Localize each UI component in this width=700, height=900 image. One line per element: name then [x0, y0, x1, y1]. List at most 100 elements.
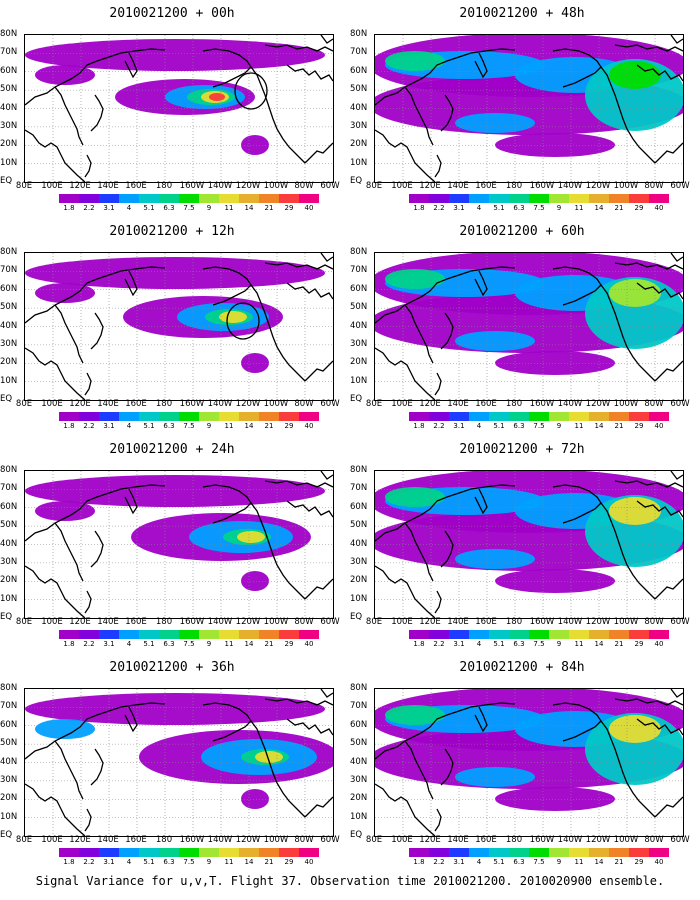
longitude-label: 120W [235, 835, 261, 845]
colorbar-swatch [489, 194, 509, 203]
colorbar-swatch [469, 630, 489, 639]
panel-title: 2010021200 + 00h [109, 6, 235, 21]
colorbar-swatch [239, 194, 259, 203]
coastline [25, 266, 166, 324]
coastline [84, 372, 92, 396]
longitude-label: 100W [263, 617, 289, 627]
colorbar-tick-label: 40 [654, 422, 664, 430]
longitude-label: 100W [263, 399, 289, 409]
colorbar-swatch [139, 194, 159, 203]
colorbar-tick-label: 2.2 [83, 640, 95, 648]
colorbar-tick-label: 4 [126, 858, 132, 866]
colorbar-tick-label: 11 [574, 204, 584, 212]
coastline [286, 500, 333, 518]
colorbar-swatch [609, 848, 629, 857]
colorbar-swatch [409, 194, 429, 203]
colorbar-tick-label: 3.1 [453, 640, 465, 648]
longitude-label: 120W [585, 181, 611, 191]
colorbar-tick-label: 21 [264, 640, 274, 648]
colorbar-swatch [569, 412, 589, 421]
colorbar-swatch [159, 848, 179, 857]
longitude-label: 60W [320, 617, 340, 627]
longitude-label: 140E [97, 399, 119, 409]
coastline [320, 471, 333, 480]
longitude-label: 80E [365, 399, 383, 409]
observation-circle [234, 72, 268, 110]
colorbar-swatch [529, 412, 549, 421]
colorbar-swatch [429, 630, 449, 639]
coastline [286, 718, 333, 736]
colorbar-tick-label: 21 [614, 640, 624, 648]
colorbar-swatch [79, 848, 99, 857]
variance-contour [25, 257, 325, 289]
variance-contour [609, 279, 661, 307]
colorbar-tick-label: 14 [244, 422, 254, 430]
colorbar-tick-label: 5.1 [143, 640, 155, 648]
colorbar-tick-label: 3.1 [453, 422, 465, 430]
colorbar-tick-label: 14 [244, 640, 254, 648]
colorbar-swatch [299, 848, 319, 857]
latitude-label: EQ [0, 830, 13, 840]
map-area [24, 688, 334, 837]
colorbar-swatch [59, 848, 79, 857]
coastline [474, 270, 488, 297]
latitude-label: 60N [350, 719, 368, 730]
variance-contour [609, 497, 661, 525]
variance-contour [241, 135, 269, 155]
colorbar-tick-label: 11 [574, 640, 584, 648]
colorbar-ticks: 1.8 2.2 3.1 4 5.1 6.3 7.5 9 11 14 21 29 40 [59, 641, 319, 649]
colorbar-tick-label: 2.2 [433, 640, 445, 648]
latitude-label: 30N [350, 120, 368, 131]
colorbar-tick-label: 5.1 [143, 422, 155, 430]
colorbar-ticks: 1.8 2.2 3.1 4 5.1 6.3 7.5 9 11 14 21 29 40 [59, 205, 319, 213]
colorbar-swatch [649, 194, 669, 203]
coastline [54, 86, 84, 146]
panel-title: 2010021200 + 24h [109, 442, 235, 457]
colorbar-swatch [409, 412, 429, 421]
colorbar-tick-label: 14 [594, 858, 604, 866]
coastline [124, 488, 138, 515]
colorbar-tick-label: 40 [304, 640, 314, 648]
longitude-label: 80E [15, 399, 33, 409]
coastline [404, 304, 434, 364]
coastline [404, 522, 434, 582]
colorbar-tick-label: 21 [264, 422, 274, 430]
latitude-label: 20N [0, 357, 18, 368]
colorbar-tick-label: 29 [284, 204, 294, 212]
longitude-label: 60W [670, 181, 690, 191]
longitude-axis: 80E 100E 120E 140E 160E 180 160W 140W 120W 100W 80… [2, 836, 342, 846]
longitude-label: 140W [207, 181, 233, 191]
colorbar-tick-label: 21 [264, 858, 274, 866]
longitude-label: 160E [125, 399, 147, 409]
colorbar-swatch [549, 848, 569, 857]
longitude-label: 120W [585, 399, 611, 409]
colorbar-swatch [119, 630, 139, 639]
variance-contour [385, 51, 445, 71]
colorbar-swatch [139, 848, 159, 857]
colorbar-swatch [449, 848, 469, 857]
map-svg [25, 253, 333, 400]
coastline [304, 796, 333, 818]
forecast-panel: 2010021200 + 48h 80N 70N 60N 50N 40N 30N 20N 10N… [350, 6, 692, 212]
colorbar-swatch [119, 848, 139, 857]
longitude-label: 120E [419, 181, 441, 191]
coastline [375, 266, 516, 324]
coastline [434, 590, 442, 614]
colorbar [59, 630, 319, 639]
longitude-label: 120W [235, 181, 261, 191]
colorbar-swatch [429, 412, 449, 421]
colorbar-tick-label: 3.1 [103, 204, 115, 212]
colorbar [59, 412, 319, 421]
map-svg [375, 689, 683, 836]
coastline [440, 312, 454, 350]
colorbar-tick-label: 1.8 [63, 858, 75, 866]
coastline [124, 270, 138, 297]
colorbar-swatch [429, 194, 449, 203]
colorbar-swatch [279, 194, 299, 203]
coastline [440, 94, 454, 132]
colorbar-swatch [509, 412, 529, 421]
latitude-label: 80N [350, 29, 368, 39]
longitude-label: 120E [419, 399, 441, 409]
colorbar-tick-label: 14 [244, 204, 254, 212]
coastline [636, 500, 683, 518]
